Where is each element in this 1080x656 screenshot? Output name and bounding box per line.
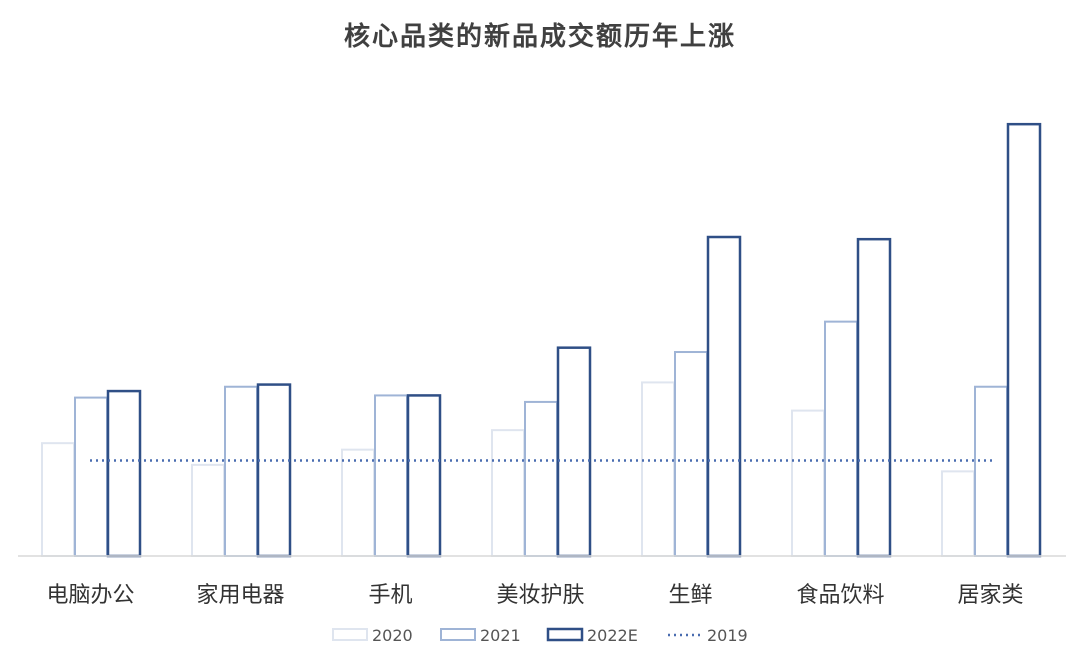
bar (1006, 122, 1042, 558)
category-label: 居家类 (957, 583, 1023, 608)
bar (491, 429, 525, 558)
bar (941, 470, 975, 557)
legend-label: 2019 (707, 626, 748, 645)
bar (256, 383, 292, 558)
bar-group (341, 394, 442, 558)
legend: 2020 2021 2022E 2019 (332, 626, 748, 645)
bar (106, 389, 142, 558)
chart-title: 核心品类的新品成交额历年上涨 (343, 22, 736, 52)
bar (856, 237, 892, 558)
bar (74, 396, 108, 557)
bar (556, 346, 592, 558)
legend-label: 2022E (587, 626, 638, 645)
category-labels: 电脑办公 家用电器 手机 美妆护肤 生鲜 食品饮料 居家类 (46, 583, 1023, 608)
bar-group (191, 383, 292, 558)
bar (641, 381, 675, 557)
category-label: 家用电器 (196, 583, 284, 608)
bar (974, 385, 1008, 557)
bar (224, 385, 258, 557)
bar (824, 320, 858, 558)
legend-label: 2020 (372, 626, 413, 645)
bar-group (491, 346, 592, 558)
bars-layer (41, 122, 1042, 558)
legend-item: 2022E (546, 626, 638, 645)
category-label: 食品饮料 (796, 583, 884, 608)
bar (191, 463, 225, 557)
bar-group (641, 235, 742, 558)
bar-group (791, 237, 892, 558)
bar (341, 448, 375, 558)
bar (41, 442, 75, 557)
bar (791, 409, 825, 557)
bar-group (41, 389, 142, 558)
legend-swatch (546, 627, 584, 642)
bar (406, 394, 442, 558)
bar (374, 394, 408, 558)
legend-item: 2019 (668, 626, 748, 645)
bar-group (941, 122, 1042, 558)
legend-swatch (332, 628, 368, 641)
legend-label: 2021 (480, 626, 521, 645)
bar (524, 400, 558, 557)
category-label: 生鲜 (668, 583, 712, 608)
category-label: 电脑办公 (46, 583, 134, 608)
bar (674, 351, 708, 557)
category-label: 手机 (368, 583, 412, 608)
legend-swatch (440, 628, 476, 641)
legend-item: 2021 (440, 626, 521, 645)
category-label: 美妆护肤 (496, 583, 584, 608)
bar (706, 235, 742, 558)
legend-item: 2020 (332, 626, 413, 645)
